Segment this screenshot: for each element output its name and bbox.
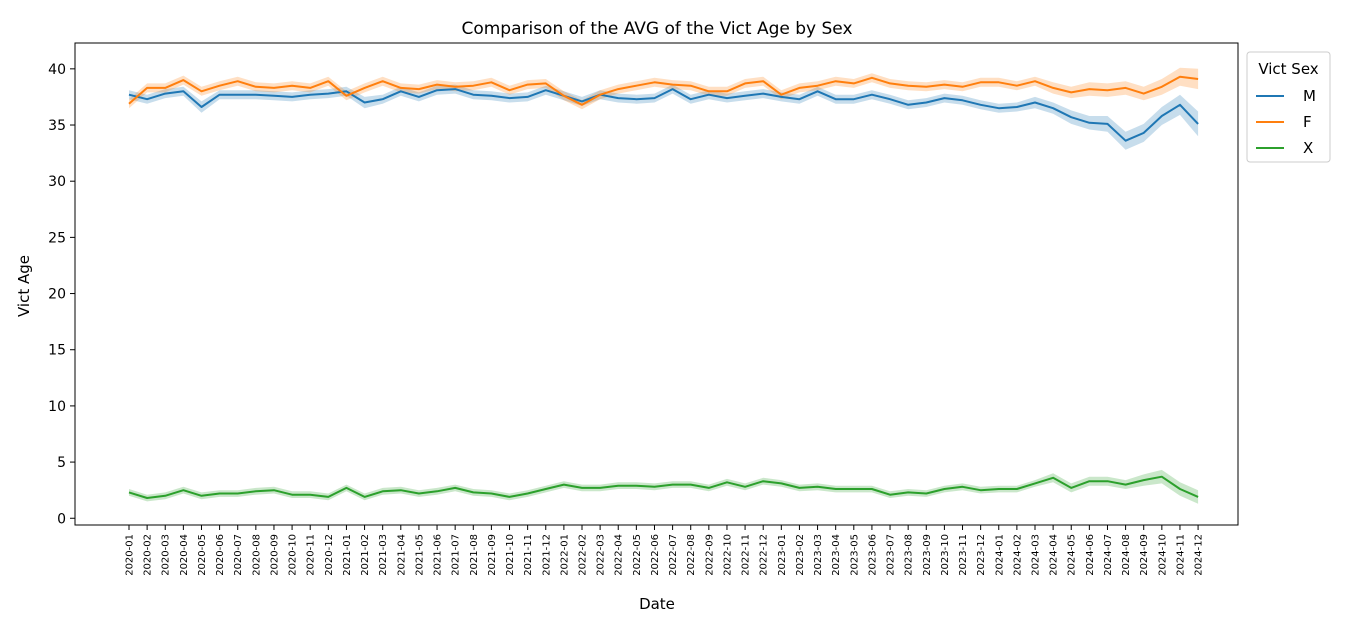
x-tick-label: 2020-02 <box>143 534 154 576</box>
x-tick-label: 2024-02 <box>1012 534 1023 576</box>
x-tick-label: 2020-10 <box>288 534 299 576</box>
y-tick-label: 15 <box>48 343 66 359</box>
x-tick-label: 2022-03 <box>596 534 607 576</box>
x-tick-label: 2024-05 <box>1067 534 1078 576</box>
x-tick-label: 2024-09 <box>1139 534 1150 576</box>
y-tick-label: 10 <box>48 399 66 415</box>
y-tick-label: 25 <box>48 230 66 246</box>
x-tick-label: 2023-06 <box>867 534 878 576</box>
x-tick-label: 2021-03 <box>378 534 389 576</box>
x-axis-title: Date <box>639 595 675 613</box>
x-tick-label: 2021-07 <box>451 534 462 576</box>
x-tick-label: 2022-02 <box>578 534 589 576</box>
x-tick-label: 2024-03 <box>1031 534 1042 576</box>
legend: Vict Sex MFX <box>1246 51 1331 163</box>
x-tick-label: 2023-07 <box>886 534 897 576</box>
x-tick-label: 2022-01 <box>559 534 570 576</box>
x-tick-label: 2021-09 <box>487 534 498 576</box>
plot-frame <box>74 42 1239 526</box>
x-tick-label: 2021-04 <box>396 534 407 576</box>
x-tick-label: 2022-07 <box>668 534 679 576</box>
x-tick-label: 2024-10 <box>1157 534 1168 576</box>
x-tick-label: 2020-06 <box>215 534 226 576</box>
x-tick-label: 2023-09 <box>922 534 933 576</box>
x-tick-label: 2020-07 <box>233 534 244 576</box>
y-tick-label: 0 <box>57 511 66 527</box>
y-axis-title: Vict Age <box>15 255 33 317</box>
x-tick-label: 2024-04 <box>1049 534 1060 576</box>
x-tick-label: 2022-09 <box>704 534 715 576</box>
x-tick-label: 2022-06 <box>650 534 661 576</box>
x-tick-label: 2021-10 <box>505 534 516 576</box>
series-m-line <box>128 88 1199 142</box>
x-tick-label: 2021-01 <box>342 534 353 576</box>
x-tick-label: 2021-05 <box>414 534 425 576</box>
legend-box <box>1246 51 1331 163</box>
x-tick-label: 2024-07 <box>1103 534 1114 576</box>
y-tick-label: 30 <box>48 174 66 190</box>
x-tick-label: 2023-08 <box>904 534 915 576</box>
x-tick-label: 2020-01 <box>125 534 136 576</box>
x-tick-label: 2023-01 <box>777 534 788 576</box>
x-tick-label: 2023-05 <box>849 534 860 576</box>
series-lines <box>128 75 1199 499</box>
x-tick-label: 2020-03 <box>161 534 172 576</box>
x-tick-label: 2022-04 <box>614 534 625 576</box>
x-tick-label: 2022-11 <box>741 534 752 576</box>
x-tick-label: 2020-12 <box>324 534 335 576</box>
x-tick-label: 2024-06 <box>1085 534 1096 576</box>
x-tick-label: 2020-05 <box>197 534 208 576</box>
legend-label-f: F <box>1303 113 1312 131</box>
series-f-ci-band <box>129 67 1199 110</box>
x-tick-label: 2021-08 <box>469 534 480 576</box>
x-tick-label: 2022-12 <box>759 534 770 576</box>
chart-title: Comparison of the AVG of the Vict Age by… <box>461 19 852 39</box>
confidence-bands <box>129 67 1199 504</box>
x-tick-label: 2023-03 <box>813 534 824 576</box>
series-f-line <box>128 75 1199 106</box>
legend-label-m: M <box>1303 87 1316 105</box>
x-tick-label: 2020-04 <box>179 534 190 576</box>
x-tick-label: 2023-10 <box>940 534 951 576</box>
x-tick-label: 2024-08 <box>1121 534 1132 576</box>
legend-title: Vict Sex <box>1258 60 1318 78</box>
x-tick-label: 2022-08 <box>686 534 697 576</box>
x-tick-label: 2023-11 <box>958 534 969 576</box>
legend-label-x: X <box>1303 139 1313 157</box>
x-tick-label: 2024-01 <box>994 534 1005 576</box>
x-tick-label: 2022-05 <box>632 534 643 576</box>
y-tick-label: 40 <box>48 62 66 78</box>
x-tick-label: 2021-06 <box>433 534 444 576</box>
x-tick-label: 2020-11 <box>306 534 317 576</box>
x-tick-label: 2023-02 <box>795 534 806 576</box>
x-tick-label: 2021-12 <box>541 534 552 576</box>
x-tick-label: 2020-08 <box>251 534 262 576</box>
y-tick-label: 35 <box>48 118 66 134</box>
x-tick-label: 2022-10 <box>722 534 733 576</box>
x-tick-label: 2024-12 <box>1194 534 1205 576</box>
x-tick-label: 2021-02 <box>360 534 371 576</box>
x-tick-label: 2023-12 <box>976 534 987 576</box>
x-tick-label: 2020-09 <box>269 534 280 576</box>
x-tick-label: 2024-11 <box>1175 534 1186 576</box>
x-tick-label: 2021-11 <box>523 534 534 576</box>
y-tick-label: 20 <box>48 287 66 303</box>
x-tick-label: 2023-04 <box>831 534 842 576</box>
axes: 0 5 10 15 20 25 30 35 40 2020-01 2020-02 2020-03 202… <box>48 42 1239 576</box>
y-tick-label: 5 <box>57 455 66 471</box>
series-x-line <box>128 475 1199 499</box>
series-x-ci-band <box>129 469 1199 504</box>
